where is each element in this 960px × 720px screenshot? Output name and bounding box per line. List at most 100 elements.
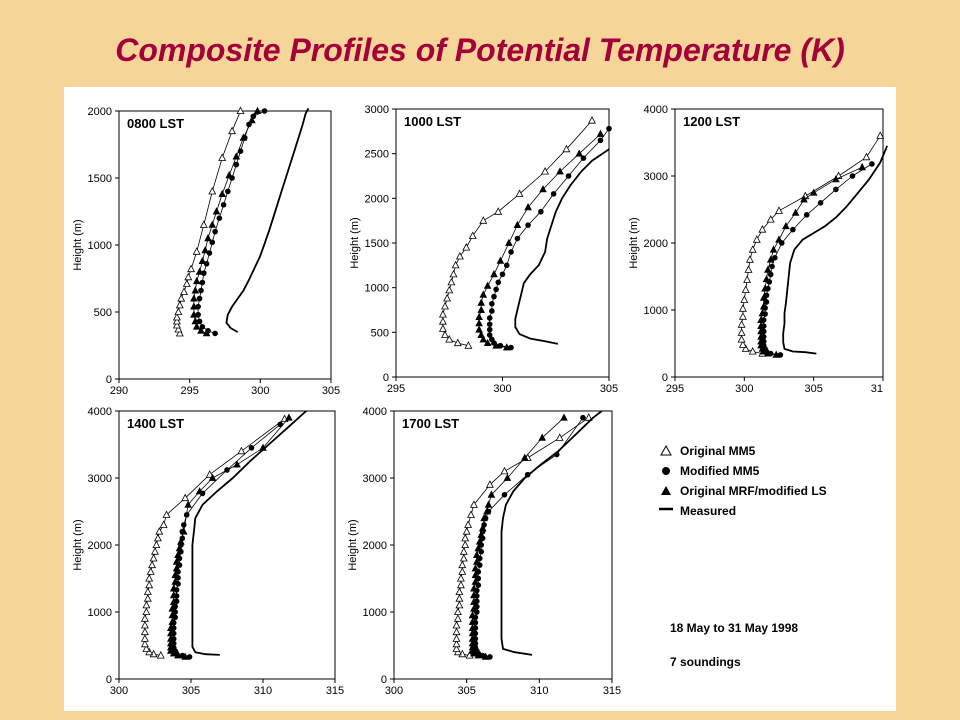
data-point [452,639,461,648]
data-point [167,629,175,637]
data-point [477,530,485,538]
data-point [766,255,775,263]
data-point [190,310,198,318]
data-point [167,646,175,654]
data-point [168,611,177,619]
data-point [458,567,467,575]
data-point [443,293,452,302]
data-point [177,537,185,545]
data-point [876,131,885,139]
data-point [168,617,177,625]
data-point [453,614,462,622]
x-tick-label: 310 [254,685,272,697]
series-original-mrf-modified-ls [190,106,262,337]
x-tick-label: 305 [804,383,822,395]
data-point [174,307,183,316]
data-point [748,347,757,355]
data-point [192,247,201,255]
data-point [456,580,465,589]
y-tick-label: 0 [106,674,112,686]
data-point [483,338,492,347]
data-point [555,433,564,441]
series-original-mrf-modified-ls [475,129,605,351]
data-point [438,310,447,318]
data-point [499,271,506,278]
data-point [208,473,217,481]
data-point [142,600,151,609]
data-point [470,590,478,599]
y-tick-label: 2000 [644,238,668,250]
data-point [167,634,175,642]
panel-title: 1400 LST [127,416,184,431]
data-point [744,265,753,273]
y-tick-label: 3000 [363,473,387,485]
data-point [225,188,231,195]
data-point [455,600,464,609]
measured-line [191,410,307,656]
data-point [737,335,746,343]
data-point [233,161,240,168]
filled-triangle-icon [661,486,671,495]
data-point [445,335,454,343]
data-point [464,341,473,349]
data-point [743,275,752,283]
data-point [140,639,149,648]
data-point [181,522,187,528]
panel-title: 0800 LST [127,116,184,131]
data-point [513,220,522,228]
y-tick-label: 0 [106,374,112,386]
series-measured [191,410,307,656]
data-point [261,108,268,114]
data-point [588,116,596,124]
data-point [195,487,204,495]
data-point [253,106,262,114]
data-point [167,643,175,651]
slide-title: Composite Profiles of Potential Temperat… [115,32,845,68]
series-measured [514,148,610,345]
figure-panel: 290 295 300 305 0 500 1000 1500 2000 Height (m) 08… [64,87,896,711]
data-point [492,341,500,349]
x-tick-label: 300 [110,685,128,697]
data-point [441,301,449,310]
data-point [550,191,557,197]
data-point [461,540,470,549]
data-point [248,116,256,124]
data-point [469,500,478,508]
data-point [484,500,493,508]
data-point [737,320,746,328]
data-point [503,343,511,351]
data-point [491,293,497,300]
legend-label: Original MM5 [680,444,756,458]
data-point [741,285,750,293]
data-point [199,220,208,228]
series-original-mm5 [172,106,245,337]
data-point [455,594,464,602]
data-point [858,163,866,171]
data-point [468,623,477,632]
y-tick-label: 1000 [363,607,387,619]
data-point [204,234,212,242]
data-point [447,277,456,286]
data-point [474,544,483,552]
data-point [471,570,480,579]
data-point [145,580,154,589]
x-tick-label: 295 [666,383,684,395]
data-point [453,607,462,615]
data-point [538,433,546,441]
data-point [199,279,206,286]
data-point [485,480,494,488]
data-point [475,319,483,327]
data-point [495,279,502,286]
series-line [197,110,265,334]
series-line [170,417,290,658]
plot-frame [395,108,610,378]
y-tick-label: 4000 [88,406,112,418]
data-point [152,540,161,549]
data-point [462,243,471,251]
series-line [176,110,241,334]
data-point [145,574,154,582]
panel-title: 1000 LST [404,114,461,129]
data-point [172,312,181,321]
data-point [478,523,487,532]
data-point [869,161,875,167]
